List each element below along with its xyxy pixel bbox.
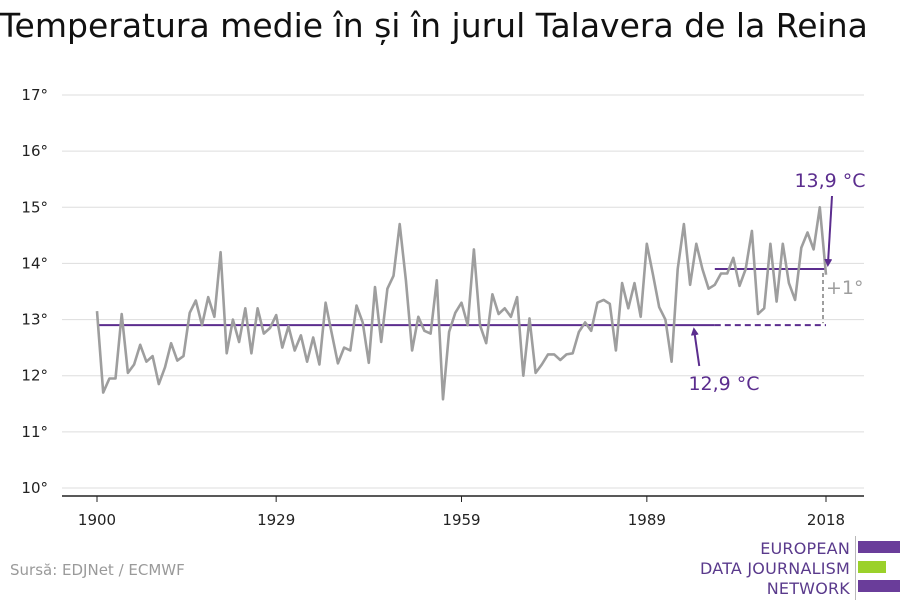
chart-title: Temperatura medie în și în jurul Talaver… [0, 6, 868, 45]
y-gridlines [62, 94, 864, 489]
logo-bar-purple-top [858, 541, 900, 553]
x-tick-label: 2018 [807, 511, 845, 529]
arrow-13-9 [824, 195, 833, 268]
x-tick-label: 1900 [78, 511, 116, 529]
logo-bar-purple-bottom [858, 580, 900, 592]
label-13-9: 13,9 °C [794, 170, 865, 192]
logo-line-1: EUROPEAN [760, 539, 850, 558]
source-note: Sursă: EDJNet / ECMWF [10, 561, 185, 579]
y-tick-label: 11° [21, 423, 48, 441]
y-tick-label: 13° [21, 311, 48, 329]
y-tick-label: 12° [21, 367, 48, 385]
x-tick-label: 1959 [442, 511, 480, 529]
edjnet-logo: EUROPEAN DATA JOURNALISM NETWORK [700, 536, 900, 600]
difference-label: +1° [826, 277, 864, 299]
x-tick-label: 1929 [257, 511, 295, 529]
temperature-line [95, 206, 828, 401]
logo-line-2: DATA JOURNALISM [700, 559, 850, 578]
y-tick-label: 10° [21, 479, 48, 497]
y-axis-ticks: 10° 11° 12° 13° 14° 15° 16° 17° [21, 86, 48, 497]
annotations: 12,9 °C 13,9 °C +1° [688, 170, 865, 395]
logo-bar-green [858, 561, 886, 573]
logo-divider [855, 536, 856, 600]
y-tick-label: 14° [21, 254, 48, 272]
x-tick-label: 1989 [628, 511, 666, 529]
arrow-12-9 [690, 327, 701, 367]
y-tick-label: 15° [21, 198, 48, 216]
y-tick-label: 16° [21, 142, 48, 160]
y-tick-label: 17° [21, 86, 48, 104]
x-axis: 1900 1929 1959 1989 2018 [62, 495, 864, 529]
average-lines [97, 268, 826, 327]
logo-line-3: NETWORK [766, 579, 850, 598]
label-12-9: 12,9 °C [688, 373, 759, 395]
temperature-series [95, 206, 828, 401]
